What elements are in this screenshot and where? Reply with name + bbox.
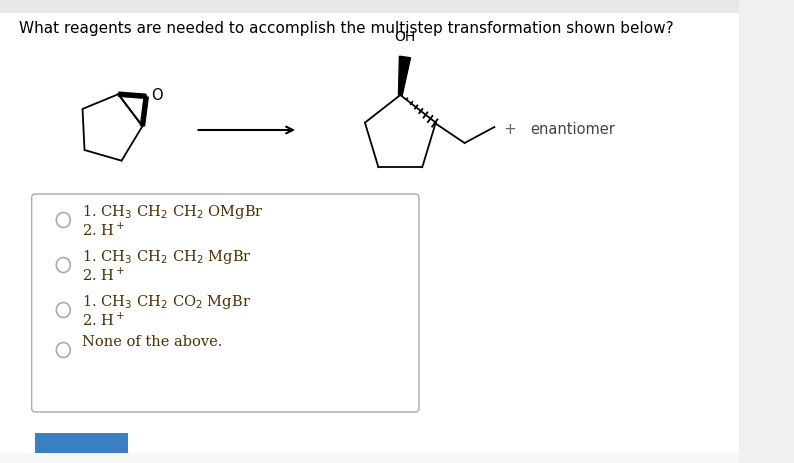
Polygon shape [399,57,410,96]
FancyBboxPatch shape [32,194,419,412]
Text: 1. CH$_3$ CH$_2$ CO$_2$ MgBr: 1. CH$_3$ CH$_2$ CO$_2$ MgBr [82,292,251,310]
Text: OH: OH [395,30,415,44]
FancyBboxPatch shape [0,0,739,29]
Text: 2. H$^+$: 2. H$^+$ [82,311,125,328]
Text: 2. H$^+$: 2. H$^+$ [82,221,125,238]
Text: O: O [151,88,163,103]
Text: What reagents are needed to accomplish the multistep transformation shown below?: What reagents are needed to accomplish t… [18,21,673,36]
Text: 2. H$^+$: 2. H$^+$ [82,266,125,283]
Text: enantiomer: enantiomer [530,121,615,136]
FancyBboxPatch shape [0,14,739,453]
Text: 1. CH$_3$ CH$_2$ CH$_2$ MgBr: 1. CH$_3$ CH$_2$ CH$_2$ MgBr [82,247,252,265]
FancyBboxPatch shape [36,433,129,453]
Text: 1. CH$_3$ CH$_2$ CH$_2$ OMgBr: 1. CH$_3$ CH$_2$ CH$_2$ OMgBr [82,202,264,220]
FancyBboxPatch shape [0,14,739,463]
Text: +: + [504,121,517,136]
Text: None of the above.: None of the above. [82,334,222,348]
